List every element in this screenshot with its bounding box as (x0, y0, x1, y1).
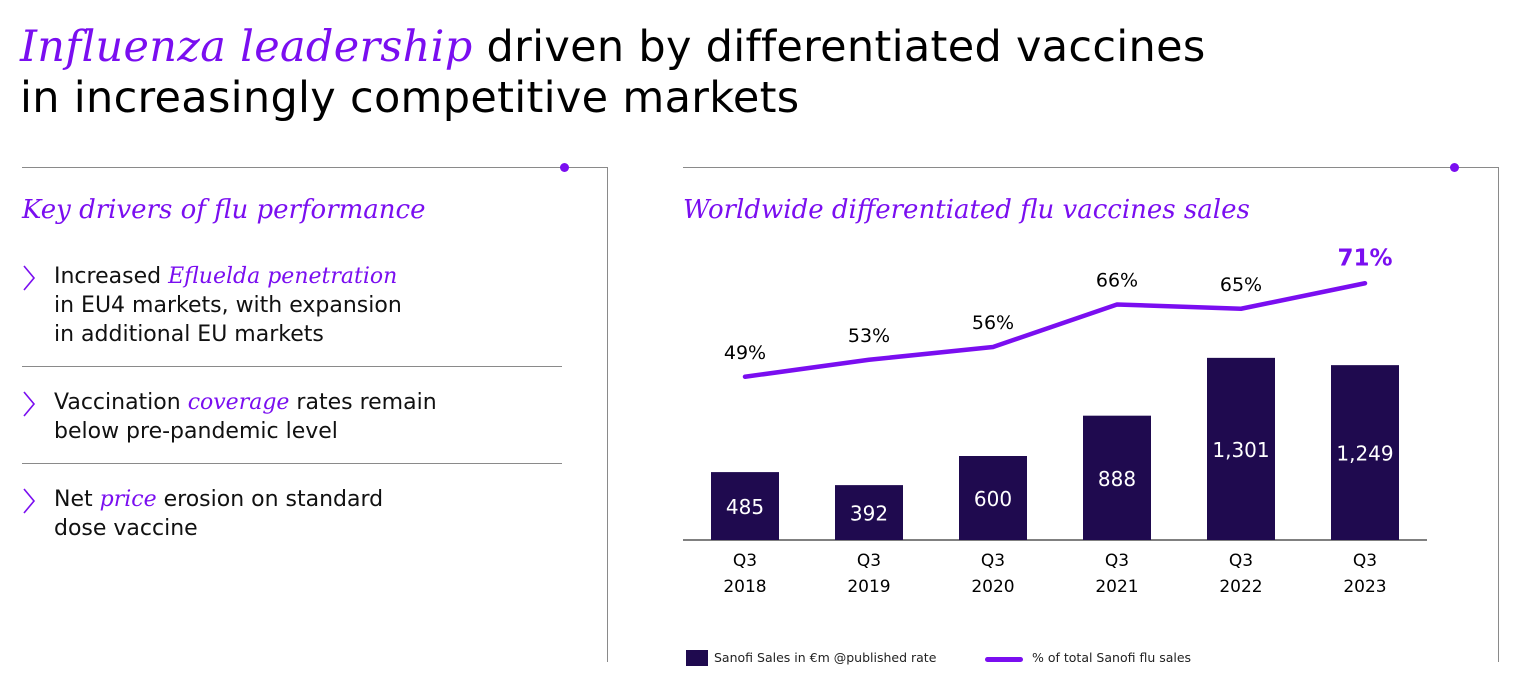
driver-item-price: Net price erosion on standard dose vacci… (22, 464, 562, 543)
legend-bar-swatch (686, 650, 708, 666)
line-value-label: 65% (1220, 274, 1262, 296)
line-value-label: 71% (1337, 245, 1392, 271)
driver-emphasis: Efluelda penetration (168, 264, 398, 289)
driver-item-efluelda: Increased Efluelda penetration in EU4 ma… (22, 262, 562, 366)
drivers-list: Increased Efluelda penetration in EU4 ma… (22, 262, 562, 543)
bar-value-label: 888 (1098, 467, 1136, 491)
bar (959, 456, 1027, 540)
x-tick-label: Q3 (1105, 551, 1129, 571)
right-panel-accent-dot (1450, 163, 1459, 172)
bar (1331, 365, 1399, 540)
driver-emphasis: price (99, 487, 157, 512)
driver-divider (22, 366, 562, 367)
chart-title: Worldwide differentiated flu vaccines sa… (683, 195, 1250, 225)
bar (835, 485, 903, 540)
x-tick-label: 2018 (723, 577, 766, 597)
sales-chart: 485 Q3 2018 392 Q3 2019 600 Q3 2020 888 Q3 2021 1,30… (683, 245, 1427, 597)
x-tick-label: 2021 (1095, 577, 1138, 597)
bar-value-label: 1,301 (1212, 438, 1269, 462)
left-panel-accent-dot (560, 163, 569, 172)
x-tick-label: Q3 (1229, 551, 1253, 571)
bar-value-label: 1,249 (1336, 442, 1393, 466)
chevron-right-icon (23, 265, 36, 291)
x-tick-label: 2023 (1343, 577, 1386, 597)
x-tick-label: 2022 (1219, 577, 1262, 597)
title-rest: driven by differentiated vaccines (472, 22, 1206, 72)
bar (1207, 357, 1275, 540)
right-panel-top-rule (683, 167, 1499, 168)
bar-value-label: 392 (850, 502, 888, 526)
chevron-right-icon (23, 488, 36, 514)
x-tick-label: Q3 (857, 551, 881, 571)
share-line (742, 281, 1368, 379)
line-value-label: 53% (848, 325, 890, 347)
line-value-label: 49% (724, 342, 766, 364)
chevron-right-icon (23, 391, 36, 417)
bar-value-label: 485 (726, 495, 764, 519)
legend-line-swatch (985, 657, 1023, 662)
legend-line-label: % of total Sanofi flu sales (1032, 650, 1192, 665)
x-tick-label: Q3 (1353, 551, 1377, 571)
x-tick-label: 2020 (971, 577, 1014, 597)
left-panel-right-rule (607, 167, 608, 662)
line-value-label: 56% (972, 312, 1014, 334)
left-panel-top-rule (22, 167, 608, 168)
bar (711, 472, 779, 540)
page-title: Influenza leadership driven by different… (20, 22, 1420, 124)
title-highlight: Influenza leadership (20, 22, 473, 72)
driver-divider (22, 463, 562, 464)
title-line-2: in increasingly competitive markets (20, 73, 800, 123)
left-panel-title: Key drivers of flu performance (22, 195, 426, 225)
bar-value-label: 600 (974, 487, 1012, 511)
right-panel-right-rule (1498, 167, 1499, 662)
driver-emphasis: coverage (187, 390, 290, 415)
driver-item-coverage: Vaccination coverage rates remain below … (22, 367, 562, 463)
x-tick-label: 2019 (847, 577, 890, 597)
x-tick-label: Q3 (733, 551, 757, 571)
x-tick-label: Q3 (981, 551, 1005, 571)
legend-bars-label: Sanofi Sales in €m @published rate (714, 650, 937, 665)
line-value-label: 66% (1096, 270, 1138, 292)
bar (1083, 415, 1151, 540)
